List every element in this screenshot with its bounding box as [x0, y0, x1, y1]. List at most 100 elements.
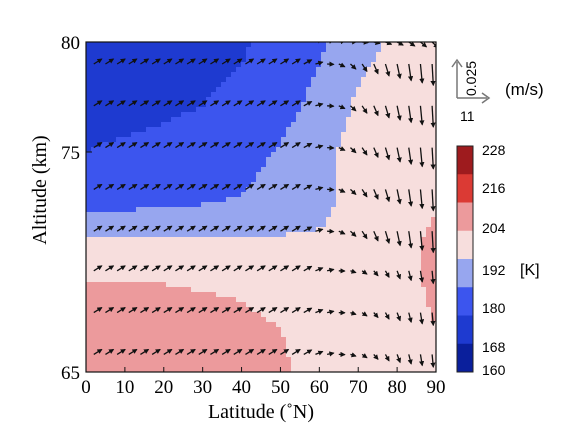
temperature-cell: [86, 77, 92, 83]
temperature-cell: [151, 327, 157, 333]
wind-arrow: [418, 270, 425, 283]
temperature-cell: [116, 52, 122, 58]
temperature-cell: [191, 77, 197, 83]
temperature-cell: [91, 112, 97, 118]
temperature-cell: [276, 337, 282, 343]
temperature-cell: [236, 202, 242, 208]
temperature-cell: [161, 142, 167, 148]
temperature-cell: [116, 92, 122, 98]
temperature-cell: [116, 112, 122, 118]
temperature-cell: [191, 87, 197, 93]
wind-arrow: [256, 348, 266, 355]
temperature-cell: [216, 87, 222, 93]
wind-arrow: [233, 307, 243, 314]
temperature-cell: [191, 42, 197, 48]
temperature-cell: [291, 127, 297, 133]
temperature-cell: [426, 72, 432, 78]
temperature-cell: [361, 77, 367, 83]
temperature-cell: [391, 262, 397, 268]
temperature-cell: [291, 252, 297, 258]
wind-arrow: [93, 348, 103, 355]
temperature-cell: [381, 117, 387, 123]
wind-arrow: [245, 58, 255, 65]
temperature-cell: [266, 337, 272, 343]
temperature-cell: [271, 157, 277, 163]
temperature-cell: [191, 97, 197, 103]
temperature-cell: [161, 117, 167, 123]
temperature-cell: [251, 102, 257, 108]
temperature-cell: [301, 102, 307, 108]
temperature-cell: [291, 167, 297, 173]
temperature-cell: [281, 82, 287, 88]
temperature-cell: [421, 132, 427, 138]
temperature-cell: [396, 127, 402, 133]
temperature-cell: [401, 52, 407, 58]
temperature-cell: [311, 252, 317, 258]
temperature-cell: [146, 237, 152, 243]
temperature-cell: [321, 162, 327, 168]
temperature-cell: [231, 112, 237, 118]
wind-arrow: [163, 58, 173, 65]
temperature-cell: [286, 92, 292, 98]
temperature-cell: [181, 122, 187, 128]
temperature-cell: [181, 212, 187, 218]
temperature-cell: [131, 152, 137, 158]
temperature-cell: [196, 107, 202, 113]
temperature-cell: [366, 267, 372, 273]
wind-arrow: [210, 142, 220, 149]
temperature-cell: [316, 262, 322, 268]
temperature-cell: [191, 247, 197, 253]
temperature-cell: [361, 172, 367, 178]
temperature-cell: [141, 187, 147, 193]
temperature-cell: [276, 222, 282, 228]
temperature-cell: [286, 172, 292, 178]
temperature-cell: [86, 262, 92, 268]
temperature-cell: [326, 252, 332, 258]
temperature-cell: [181, 327, 187, 333]
temperature-cell: [361, 47, 367, 53]
temperature-cell: [426, 197, 432, 203]
temperature-cell: [231, 207, 237, 213]
temperature-cell: [431, 217, 436, 223]
temperature-cell: [306, 322, 312, 328]
temperature-cell: [316, 132, 322, 138]
temperature-cell: [351, 42, 357, 48]
temperature-cell: [386, 162, 392, 168]
temperature-cell: [361, 257, 367, 263]
temperature-cell: [176, 112, 182, 118]
temperature-cell: [381, 72, 387, 78]
temperature-cell: [266, 342, 272, 348]
temperature-cell: [251, 287, 257, 293]
temperature-cell: [286, 62, 292, 68]
temperature-cell: [216, 117, 222, 123]
temperature-cell: [321, 82, 327, 88]
temperature-cell: [251, 357, 257, 363]
temperature-cell: [426, 47, 432, 53]
temperature-cell: [206, 217, 212, 223]
temperature-cell: [301, 232, 307, 238]
temperature-cell: [381, 107, 387, 113]
temperature-cell: [351, 357, 357, 363]
temperature-cell: [136, 87, 142, 93]
temperature-cell: [356, 322, 362, 328]
temperature-cell: [221, 62, 227, 68]
temperature-cell: [216, 242, 222, 248]
temperature-cell: [321, 302, 327, 308]
temperature-cell: [131, 77, 137, 83]
temperature-cell: [321, 262, 327, 268]
temperature-cell: [96, 172, 102, 178]
temperature-cell: [176, 252, 182, 258]
temperature-cell: [146, 292, 152, 298]
temperature-cell: [161, 207, 167, 213]
temperature-cell: [156, 152, 162, 158]
temperature-cell: [431, 87, 436, 93]
temperature-cell: [176, 77, 182, 83]
temperature-cell: [406, 292, 412, 298]
temperature-cell: [336, 192, 342, 198]
temperature-cell: [311, 367, 317, 372]
temperature-cell: [181, 232, 187, 238]
temperature-cell: [346, 242, 352, 248]
temperature-cell: [91, 362, 97, 368]
temperature-cell: [171, 257, 177, 263]
temperature-cell: [131, 222, 137, 228]
